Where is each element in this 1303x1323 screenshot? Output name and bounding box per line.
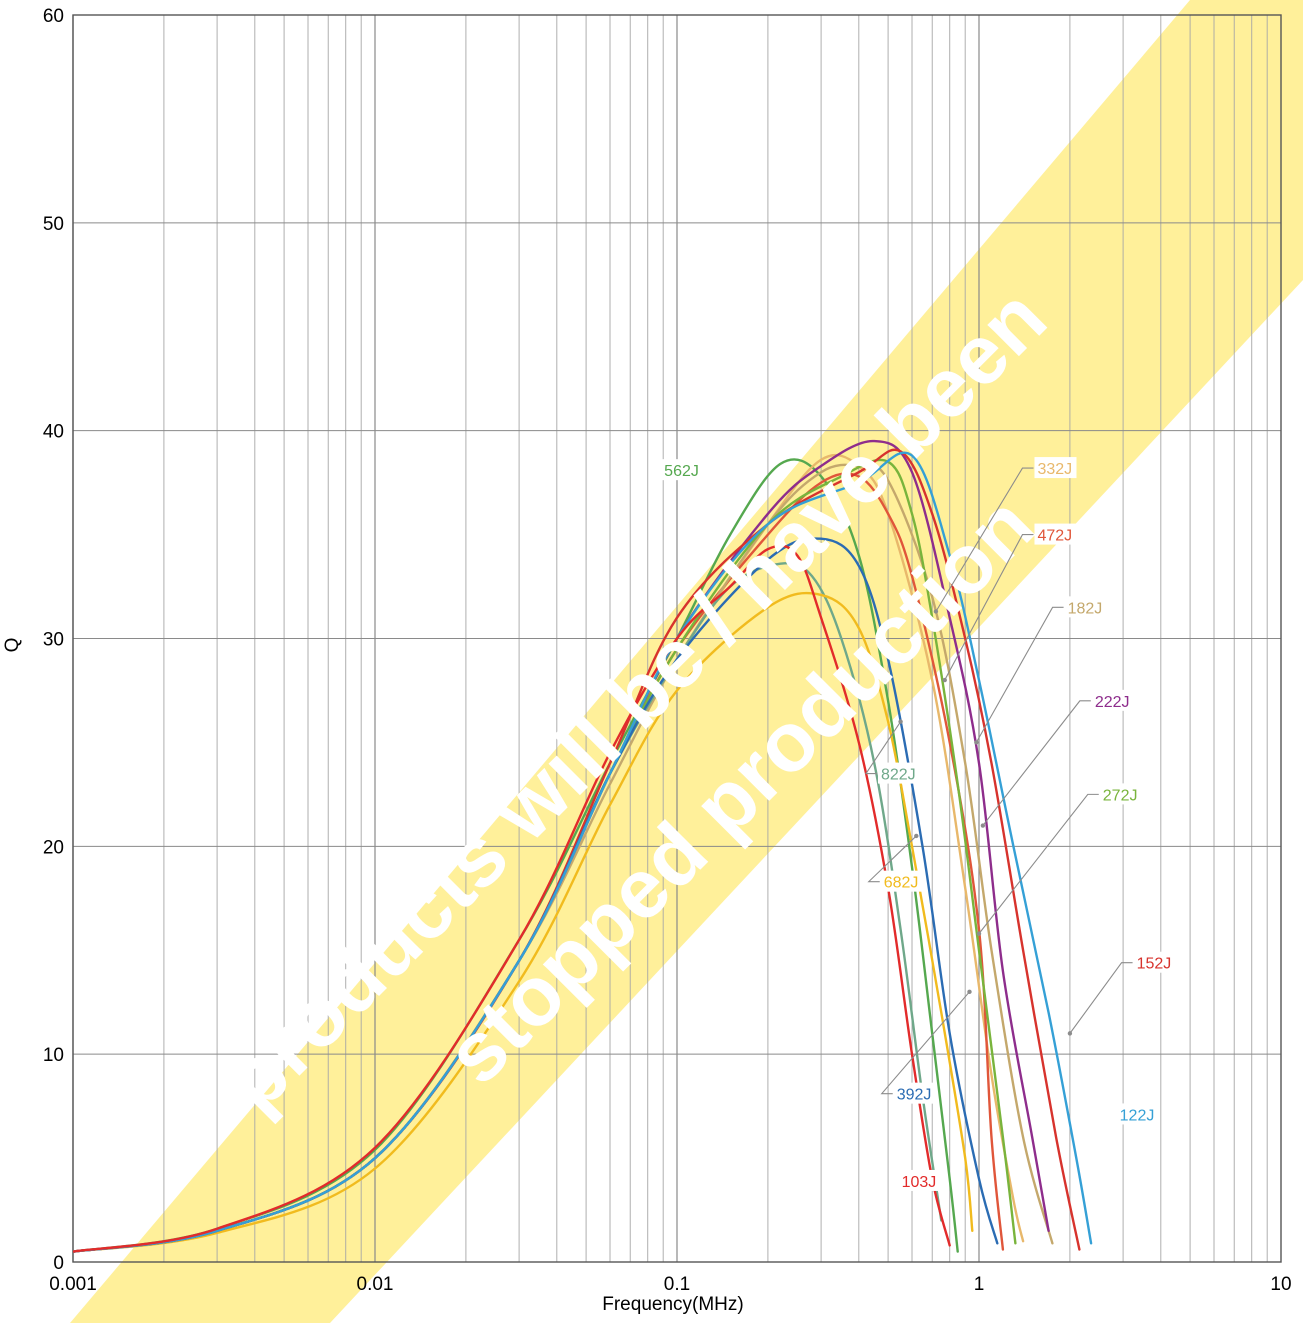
leader-dot-272J — [976, 931, 982, 936]
leader-line-272J — [978, 793, 1099, 934]
series-label-272J: 272J — [1103, 787, 1138, 804]
series-label-152J: 152J — [1137, 956, 1172, 973]
series-label-bg-152J — [1133, 951, 1176, 973]
leader-dot-472J — [942, 677, 947, 683]
series-label-182J: 182J — [1068, 600, 1103, 617]
leader-dot-182J — [974, 740, 979, 745]
series-label-bg-562J — [661, 459, 704, 481]
y-tick-label: 40 — [43, 422, 64, 443]
leader-line-392J — [880, 991, 970, 1095]
series-label-bg-332J — [1034, 457, 1077, 479]
leader-line-472J — [944, 534, 1034, 681]
grid — [72, 14, 1282, 1263]
leader-dot-392J — [967, 989, 972, 995]
series-label-122J: 122J — [1120, 1107, 1155, 1124]
series-label-392J: 392J — [897, 1087, 932, 1104]
series-label-bg-103J — [898, 1169, 941, 1191]
plot-frame — [72, 14, 1282, 1263]
watermark-band — [70, 0, 1303, 1323]
y-tick-label: 10 — [43, 1045, 64, 1066]
leader-dot-682J — [914, 833, 919, 839]
leader-line-682J — [867, 835, 917, 883]
series-label-bg-222J — [1091, 689, 1134, 711]
series-label-822J: 822J — [881, 767, 916, 784]
series-label-472J: 472J — [1037, 528, 1072, 545]
leader-line-332J — [935, 467, 1034, 612]
series-label-682J: 682J — [884, 875, 919, 892]
y-tick-label: 20 — [43, 837, 64, 858]
x-axis-title: Frequency(MHz) — [602, 1294, 743, 1315]
x-tick-label: 0.1 — [664, 1274, 690, 1295]
series-label-562J: 562J — [664, 463, 699, 480]
series-label-bg-272J — [1099, 783, 1142, 805]
series-line-122J — [73, 451, 1093, 1253]
series-line-103J — [73, 544, 951, 1253]
y-tick-label: 0 — [53, 1253, 64, 1274]
y-tick-label: 50 — [43, 214, 64, 235]
series-label-103J: 103J — [902, 1174, 937, 1191]
series-label-bg-122J — [1116, 1103, 1159, 1125]
y-tick-label: 60 — [43, 6, 64, 27]
series-label-bg-682J — [880, 870, 923, 892]
leader-line-182J — [975, 606, 1064, 743]
y-axis-title: Q — [2, 638, 23, 653]
x-tick-label: 0.001 — [49, 1274, 97, 1295]
series-label-332J: 332J — [1037, 461, 1072, 478]
leader-dot-332J — [933, 609, 939, 614]
y-tick-label: 30 — [43, 630, 64, 651]
series-line-682J — [73, 591, 974, 1253]
series-label-bg-472J — [1034, 523, 1077, 545]
series-label-222J: 222J — [1095, 694, 1130, 711]
series-line-562J — [73, 458, 959, 1253]
series-lines — [73, 439, 1093, 1253]
axes: Frequency(MHz) Q 0.001 0.01 0.1 1 10 0 10 20 30 4… — [2, 6, 1292, 1315]
x-tick-label: 10 — [1270, 1274, 1291, 1295]
leader-line-152J — [1069, 962, 1133, 1034]
leader-dot-822J — [898, 719, 903, 724]
series-labels: 562J 332J 472J 182J 222J 822J 272J 682J 152J 392J… — [661, 457, 1176, 1191]
leader-line-822J — [864, 721, 902, 775]
leader-line-222J — [982, 700, 1091, 826]
leader-dot-152J — [1067, 1031, 1073, 1036]
series-label-bg-392J — [893, 1082, 936, 1104]
series-label-bg-182J — [1064, 596, 1107, 618]
leader-dot-222J — [980, 823, 986, 828]
watermark-band-shape — [70, 0, 1303, 1323]
series-label-bg-822J — [877, 762, 920, 784]
x-tick-label: 1 — [974, 1274, 985, 1295]
x-tick-label: 0.01 — [357, 1274, 394, 1295]
